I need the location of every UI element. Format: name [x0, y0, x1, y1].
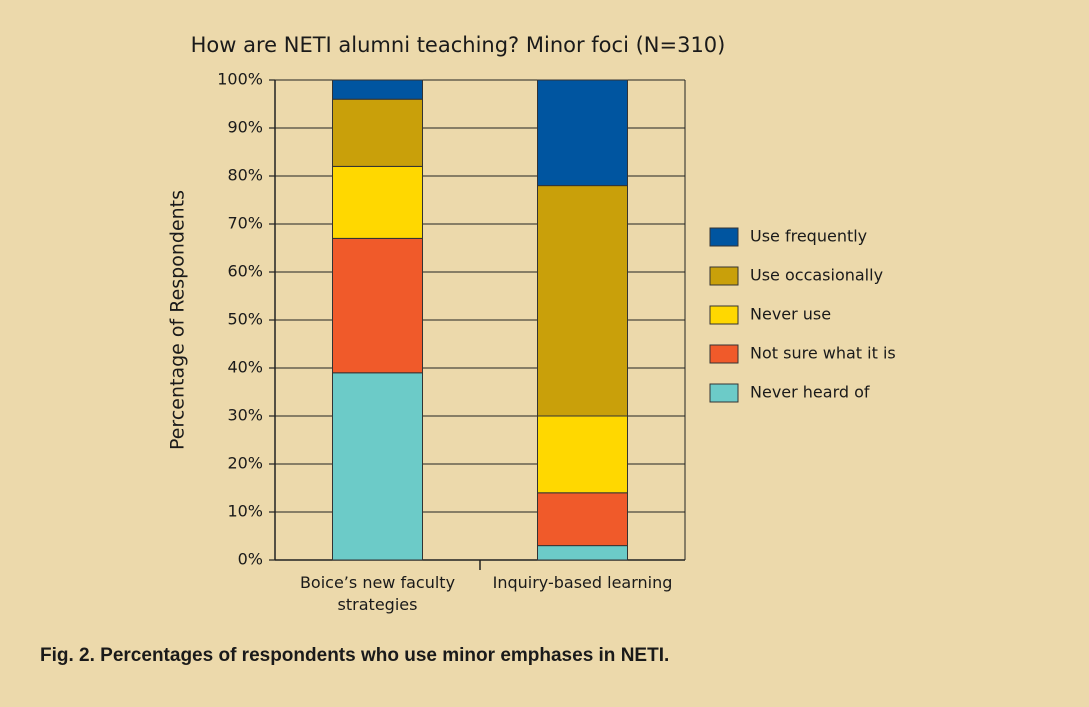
- legend-label: Never heard of: [750, 383, 870, 402]
- legend-swatch: [709, 227, 739, 247]
- bar-segment: [332, 237, 423, 374]
- y-tick-label: 0%: [238, 550, 263, 569]
- y-tick-label: 50%: [227, 310, 263, 329]
- caption: Fig. 2. Percentages of respondents who u…: [40, 645, 670, 666]
- chart-title: How are NETI alumni teaching? Minor foci…: [191, 33, 726, 57]
- bar-segment: [332, 79, 423, 100]
- bar-segment: [537, 185, 628, 417]
- bar-segment: [537, 79, 628, 187]
- bar-segment: [332, 165, 423, 239]
- y-tick-label: 70%: [227, 214, 263, 233]
- y-tick-label: 100%: [217, 70, 263, 89]
- bar-segment: [537, 545, 628, 561]
- x-tick-label: Boice’s new faculty strategies: [299, 573, 456, 614]
- y-tick-label: 60%: [227, 262, 263, 281]
- legend-label: Use frequently: [750, 227, 867, 246]
- y-tick-label: 30%: [227, 406, 263, 425]
- bar-segment: [332, 372, 423, 561]
- y-axis-label: Percentage of Respondents: [167, 190, 189, 450]
- legend-label: Use occasionally: [750, 266, 883, 285]
- legend-label: Never use: [750, 305, 831, 324]
- y-tick-label: 80%: [227, 166, 263, 185]
- legend-swatch: [709, 266, 739, 286]
- legend-label: Not sure what it is: [750, 344, 896, 363]
- x-tick-label: Inquiry-based learning: [492, 573, 673, 592]
- bar-segment: [537, 492, 628, 547]
- y-tick-label: 10%: [227, 502, 263, 521]
- y-tick-label: 20%: [227, 454, 263, 473]
- legend-swatch: [709, 305, 739, 325]
- bar-segment: [332, 98, 423, 167]
- legend-swatch: [709, 383, 739, 403]
- y-tick-label: 90%: [227, 118, 263, 137]
- legend-swatch: [709, 344, 739, 364]
- bar-segment: [537, 415, 628, 494]
- y-tick-label: 40%: [227, 358, 263, 377]
